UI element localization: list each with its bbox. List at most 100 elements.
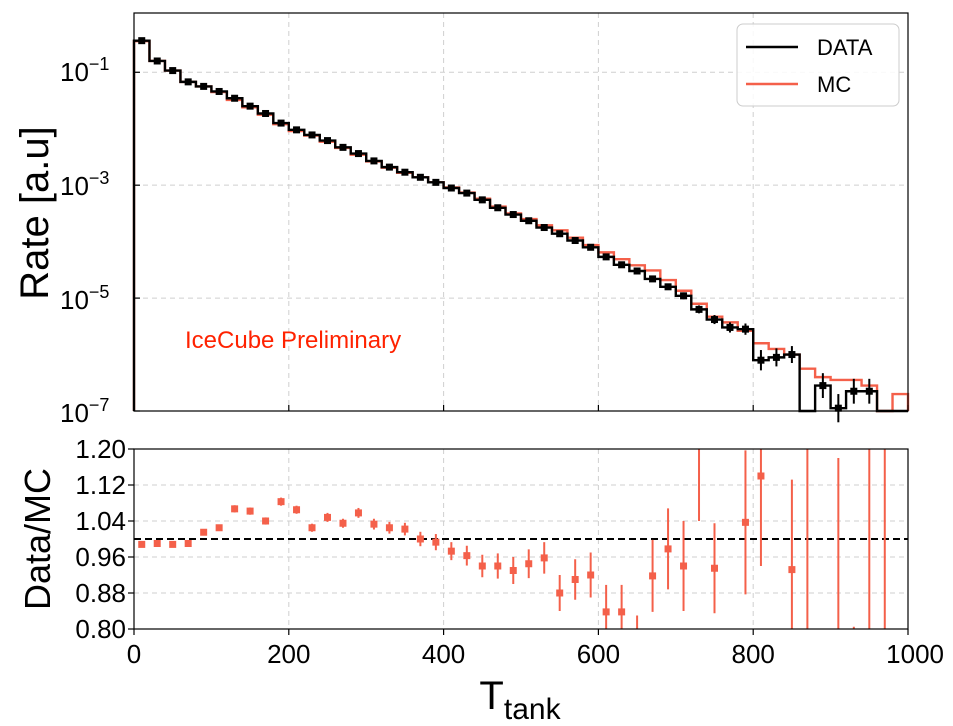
rate-ticks	[133, 71, 909, 412]
ratio-point	[401, 525, 409, 533]
data-point	[587, 243, 595, 251]
ratio-point	[509, 567, 517, 574]
ytick-label: 10−3	[60, 168, 109, 201]
data-point	[277, 119, 285, 127]
ratio-point	[184, 540, 192, 547]
ratio-point	[540, 554, 548, 562]
ratio-point	[370, 520, 378, 528]
data-point	[680, 292, 688, 300]
ratio-ytick-label: 0.96	[75, 542, 126, 572]
ratio-point	[571, 576, 579, 583]
ratio-points	[138, 449, 886, 629]
ratio-point	[602, 608, 610, 616]
data-point	[447, 184, 455, 192]
xtick-label: 200	[267, 639, 310, 669]
data-point	[262, 109, 270, 117]
ratio-ytick-label: 1.04	[75, 506, 126, 536]
ratio-point	[741, 518, 749, 526]
data-point	[494, 204, 502, 212]
ratio-point	[618, 608, 626, 616]
rate-axes-frame	[133, 12, 909, 412]
ratio-point	[293, 506, 301, 514]
data-point	[401, 168, 409, 176]
data-point	[308, 131, 316, 139]
ratio-point	[711, 564, 718, 572]
ytick-label: 10−1	[60, 54, 109, 87]
data-point	[788, 351, 796, 359]
xtick-label: 800	[732, 639, 775, 669]
legend-box	[736, 23, 900, 107]
ratio-ytick-labels: 0.80 0.88 0.96 1.04 1.12 1.20	[75, 434, 126, 644]
data-point	[416, 173, 424, 181]
legend-data-label: DATA	[817, 35, 873, 60]
ratio-point	[200, 528, 208, 536]
data-point	[200, 82, 208, 90]
data-point	[618, 261, 626, 269]
ratio-point	[138, 540, 146, 548]
ratio-point	[664, 545, 672, 553]
data-point	[432, 178, 440, 186]
ratio-ytick-label: 1.12	[75, 470, 126, 500]
data-point	[463, 189, 471, 197]
data-point	[772, 353, 780, 361]
data-point	[246, 102, 254, 110]
ratio-point	[587, 571, 595, 579]
ratio-point	[432, 538, 440, 546]
ratio-point	[385, 524, 393, 532]
ratio-point	[463, 552, 471, 560]
ratio-point	[339, 519, 347, 527]
data-point	[231, 94, 239, 102]
data-point	[726, 323, 734, 331]
data-point	[138, 37, 146, 45]
ratio-point	[680, 562, 688, 570]
ratio-point	[246, 507, 254, 515]
data-point	[556, 230, 564, 238]
data-point	[850, 387, 858, 395]
legend: DATA MC	[736, 23, 900, 107]
xtick-label: 0	[127, 639, 141, 669]
ratio-ytick-label: 0.80	[75, 614, 126, 644]
data-point	[509, 211, 517, 219]
data-point	[540, 224, 548, 232]
ratio-point	[649, 572, 657, 580]
data-point	[602, 253, 610, 261]
data-point	[649, 275, 657, 283]
data-point	[215, 87, 223, 95]
data-point	[664, 283, 672, 291]
ratio-ylabel: Data/MC	[17, 468, 58, 610]
data-point	[153, 57, 161, 65]
ratio-point	[215, 524, 223, 532]
ratio-ytick-label: 1.20	[75, 434, 126, 464]
data-point	[757, 356, 765, 364]
xtick-label: 400	[422, 639, 465, 669]
data-point	[819, 382, 827, 390]
ratio-point	[494, 562, 502, 570]
ytick-label: 10−7	[60, 395, 109, 428]
ratio-point	[324, 513, 331, 521]
ratio-point	[308, 524, 316, 532]
ratio-point	[277, 498, 285, 506]
ratio-point	[788, 566, 796, 574]
data-point	[354, 150, 362, 158]
ratio-xtick-labels: 0 200 400 600 800 1000	[127, 639, 944, 669]
data-point	[865, 387, 873, 395]
ratio-ticks	[128, 448, 909, 635]
ratio-point	[416, 535, 424, 543]
ratio-point	[231, 505, 239, 513]
data-point	[695, 305, 703, 313]
ratio-point	[757, 472, 765, 480]
data-point	[370, 157, 378, 165]
data-point	[385, 163, 393, 171]
data-point	[293, 126, 301, 134]
ratio-axes-frame	[133, 448, 909, 630]
ratio-point	[525, 560, 533, 568]
rate-panel: 10−1 10−3 10−5 10−7 Rate [a.u] IceCube P…	[13, 12, 910, 428]
data-point	[339, 143, 347, 151]
data-point	[169, 67, 177, 75]
xtick-label: 1000	[886, 639, 944, 669]
legend-mc-label: MC	[817, 72, 851, 97]
ratio-point	[153, 540, 161, 547]
ratio-ytick-label: 0.88	[75, 578, 126, 608]
data-point	[633, 267, 641, 275]
